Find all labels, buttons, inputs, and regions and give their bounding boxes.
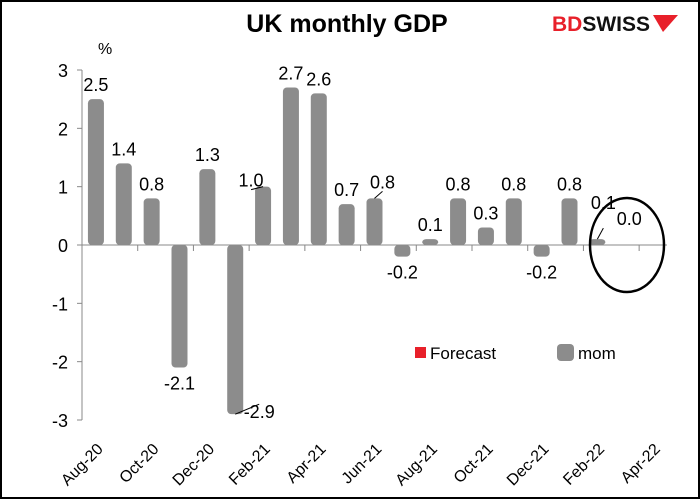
data-label: 0.3 [473, 204, 498, 224]
bar-mom-Nov-21 [505, 198, 522, 245]
bar-mom-Dec-21 [533, 245, 550, 257]
x-tick-label: Dec-21 [504, 441, 553, 490]
data-label: -2.1 [164, 374, 195, 394]
data-label: -0.2 [387, 263, 418, 283]
bar-mom-Aug-20 [87, 99, 104, 246]
data-label: 0.1 [418, 215, 443, 235]
bar-mom-Aug-21 [422, 239, 439, 245]
leader-line [596, 227, 604, 240]
forecast-highlight-ellipse [588, 196, 666, 294]
data-label: 1.4 [111, 139, 136, 159]
bar-mom-May-21 [338, 204, 355, 245]
data-label: 1.0 [239, 171, 264, 191]
legend: Forecast mom [415, 344, 616, 363]
legend-label-forecast: Forecast [430, 344, 496, 363]
y-tick-label: 3 [58, 61, 68, 81]
legend-label-mom: mom [578, 344, 616, 363]
y-tick-label: -3 [52, 411, 68, 431]
x-tick-label: Apr-22 [618, 441, 664, 487]
bar-mom-Sep-21 [450, 198, 467, 245]
leader-line [374, 190, 383, 199]
bar-mom-Apr-21 [310, 93, 327, 245]
x-tick-label: Apr-21 [284, 441, 330, 487]
data-label: 0.8 [557, 174, 582, 194]
data-label: 0.8 [139, 174, 164, 194]
bdswiss-logo: BDSWISS [552, 13, 678, 36]
bar-mom-Jun-21 [366, 198, 383, 245]
data-label: 2.7 [278, 64, 303, 84]
y-tick-label: -1 [52, 294, 68, 314]
bar-mom-Feb-21 [255, 186, 272, 245]
bar-mom-Mar-21 [282, 87, 299, 245]
data-label: 0.8 [446, 174, 471, 194]
bar-mom-Nov-20 [171, 245, 188, 368]
data-label: 0.8 [501, 174, 526, 194]
y-tick-label: 2 [58, 119, 68, 139]
legend-swatch-mom [557, 344, 574, 361]
data-label: 1.3 [195, 145, 220, 165]
bar-mom-Oct-21 [477, 227, 494, 245]
data-label: 0.1 [591, 193, 616, 213]
data-label: 2.6 [306, 69, 331, 89]
bar-mom-Oct-20 [143, 198, 160, 245]
bar-mom-Jan-21 [227, 245, 244, 415]
leader-line [235, 403, 260, 415]
data-label: -2.9 [244, 402, 275, 422]
y-axis-unit: % [98, 41, 112, 58]
bar-mom-Feb-22 [589, 239, 606, 245]
y-tick-label: 1 [58, 178, 68, 198]
y-tick-label: -2 [52, 353, 68, 373]
data-label: 0.7 [334, 180, 359, 200]
x-tick-label: Aug-21 [393, 441, 442, 490]
data-label: 0.0 [617, 209, 642, 229]
x-tick-label: Oct-20 [116, 441, 162, 487]
data-label: 0.8 [370, 172, 395, 192]
bar-mom-Jan-22 [561, 198, 578, 245]
data-label: -0.2 [526, 263, 557, 283]
x-tick-label: Dec-20 [170, 441, 219, 490]
bar-mom-Dec-20 [199, 169, 216, 245]
bar-mom-Sep-20 [115, 163, 132, 245]
svg-text:BDSWISS: BDSWISS [552, 13, 650, 36]
bar-mom-Jul-21 [394, 245, 411, 257]
legend-swatch-forecast [415, 347, 426, 358]
chart-title: UK monthly GDP [246, 10, 447, 38]
data-label: 2.5 [83, 75, 108, 95]
x-tick-label: Aug-20 [58, 441, 107, 490]
x-tick-label: Feb-22 [560, 441, 608, 489]
leader-line [250, 186, 264, 191]
x-tick-label: Jun-21 [339, 441, 386, 488]
x-tick-label: Feb-21 [226, 441, 274, 489]
y-tick-label: 0 [58, 236, 68, 256]
x-tick-label: Oct-21 [451, 441, 497, 487]
